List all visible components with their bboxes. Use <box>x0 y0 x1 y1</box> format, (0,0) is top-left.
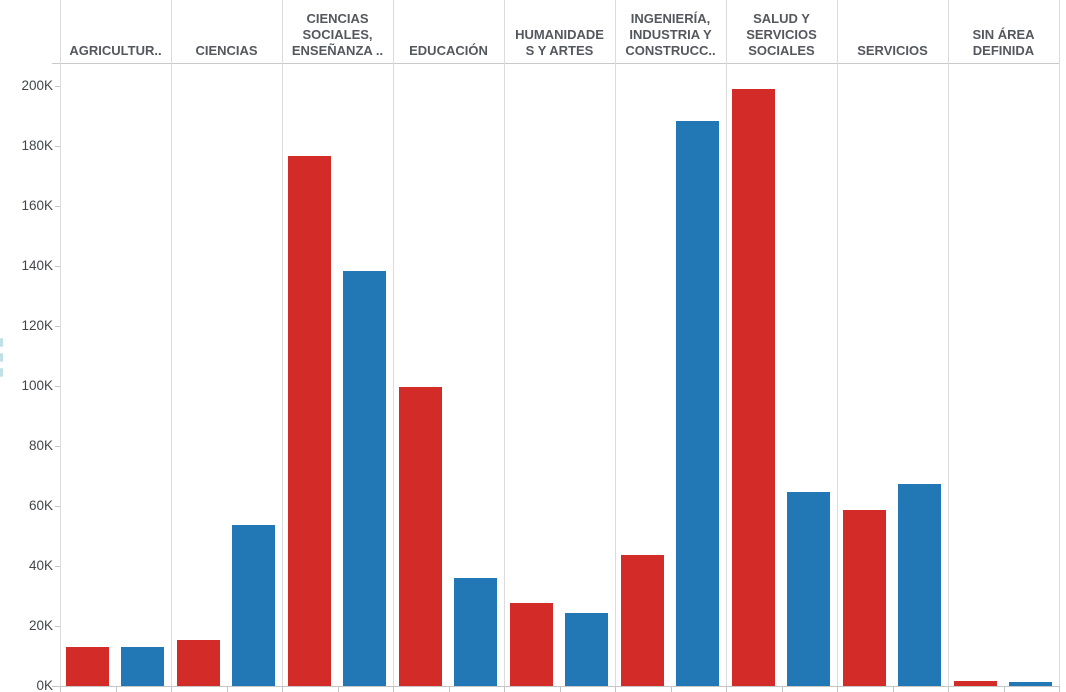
bar-red-sin-area[interactable] <box>954 681 997 686</box>
y-axis-tick-label: 120K <box>21 318 53 333</box>
y-axis-tick-label: 180K <box>21 138 53 153</box>
column-divider <box>615 0 616 686</box>
y-axis-tick-label: 100K <box>21 378 53 393</box>
y-axis-tick-label: 60K <box>28 498 53 513</box>
y-axis-tick-label: 200K <box>21 78 53 93</box>
x-axis-tick <box>670 687 672 692</box>
x-axis-tick <box>1059 687 1060 692</box>
y-axis-tick <box>55 566 60 567</box>
x-axis-tick <box>393 687 394 692</box>
column-header-educacion[interactable]: EDUCACIÓN <box>409 43 488 58</box>
bar-blue-humanidades[interactable] <box>565 613 608 686</box>
bar-blue-ciencias[interactable] <box>232 525 275 686</box>
y-axis-tick <box>55 626 60 627</box>
x-axis-tick <box>171 687 172 692</box>
y-axis-tick <box>55 446 60 447</box>
clipped-y-axis-title-fragment <box>0 338 4 394</box>
y-axis-tick-label: 0K <box>36 678 53 692</box>
x-axis-tick <box>781 687 783 692</box>
y-axis-tick-label: 80K <box>28 438 53 453</box>
bar-red-educacion[interactable] <box>399 387 442 686</box>
x-axis-tick <box>726 687 727 692</box>
y-axis-tick-label: 160K <box>21 198 53 213</box>
y-axis-tick <box>55 206 60 207</box>
column-divider <box>1059 0 1060 686</box>
column-header-sin-area[interactable]: SIN ÁREA DEFINIDA <box>972 27 1035 58</box>
column-divider <box>948 0 949 686</box>
column-header-salud[interactable]: SALUD Y SERVICIOS SOCIALES <box>746 11 817 58</box>
bar-red-ciencias-sociales[interactable] <box>288 156 331 686</box>
x-axis-tick <box>892 687 894 692</box>
bar-red-servicios[interactable] <box>843 510 886 686</box>
y-axis-tick <box>55 326 60 327</box>
bar-blue-agricultura[interactable] <box>121 647 164 686</box>
x-axis-line <box>52 686 1060 687</box>
bar-red-humanidades[interactable] <box>510 603 553 686</box>
x-axis-tick <box>115 687 117 692</box>
bar-blue-ciencias-sociales[interactable] <box>343 271 386 686</box>
x-axis-tick <box>504 687 505 692</box>
x-axis-tick <box>448 687 450 692</box>
x-axis-tick <box>837 687 838 692</box>
x-axis-tick <box>282 687 283 692</box>
y-axis-tick <box>55 686 60 687</box>
column-divider <box>282 0 283 686</box>
bar-blue-ingenieria[interactable] <box>676 121 719 686</box>
column-divider <box>504 0 505 686</box>
y-axis-tick-label: 20K <box>28 618 53 633</box>
column-divider <box>171 0 172 686</box>
header-separator-line <box>52 63 1060 64</box>
x-axis-tick <box>226 687 228 692</box>
y-axis-tick-label: 140K <box>21 258 53 273</box>
bar-red-ingenieria[interactable] <box>621 555 664 686</box>
x-axis-tick <box>948 687 949 692</box>
y-axis-tick-label: 40K <box>28 558 53 573</box>
column-divider <box>60 0 61 686</box>
x-axis-tick <box>1003 687 1005 692</box>
bar-blue-servicios[interactable] <box>898 484 941 686</box>
y-axis-tick <box>55 506 60 507</box>
bar-blue-educacion[interactable] <box>454 578 497 686</box>
y-axis-tick <box>55 146 60 147</box>
column-divider <box>837 0 838 686</box>
column-header-agricultura[interactable]: AGRICULTUR.. <box>69 43 162 58</box>
x-axis-tick <box>559 687 561 692</box>
column-header-ingenieria[interactable]: INGENIERÍA, INDUSTRIA Y CONSTRUCC.. <box>625 11 716 58</box>
column-divider <box>393 0 394 686</box>
column-header-ciencias-sociales[interactable]: CIENCIAS SOCIALES, ENSEÑANZA .. <box>291 11 384 58</box>
bar-blue-salud[interactable] <box>787 492 830 686</box>
column-divider <box>726 0 727 686</box>
y-axis-tick <box>55 386 60 387</box>
x-axis-tick <box>615 687 616 692</box>
x-axis-tick <box>60 687 61 692</box>
x-axis-tick <box>337 687 339 692</box>
bar-red-ciencias[interactable] <box>177 640 220 686</box>
bar-red-agricultura[interactable] <box>66 647 109 686</box>
y-axis-tick <box>55 86 60 87</box>
bar-red-salud[interactable] <box>732 89 775 686</box>
column-header-humanidades[interactable]: HUMANIDADE S Y ARTES <box>515 27 604 58</box>
y-axis-tick <box>55 266 60 267</box>
column-header-ciencias[interactable]: CIENCIAS <box>195 43 258 58</box>
bar-blue-sin-area[interactable] <box>1009 682 1052 686</box>
column-header-servicios[interactable]: SERVICIOS <box>857 43 928 58</box>
